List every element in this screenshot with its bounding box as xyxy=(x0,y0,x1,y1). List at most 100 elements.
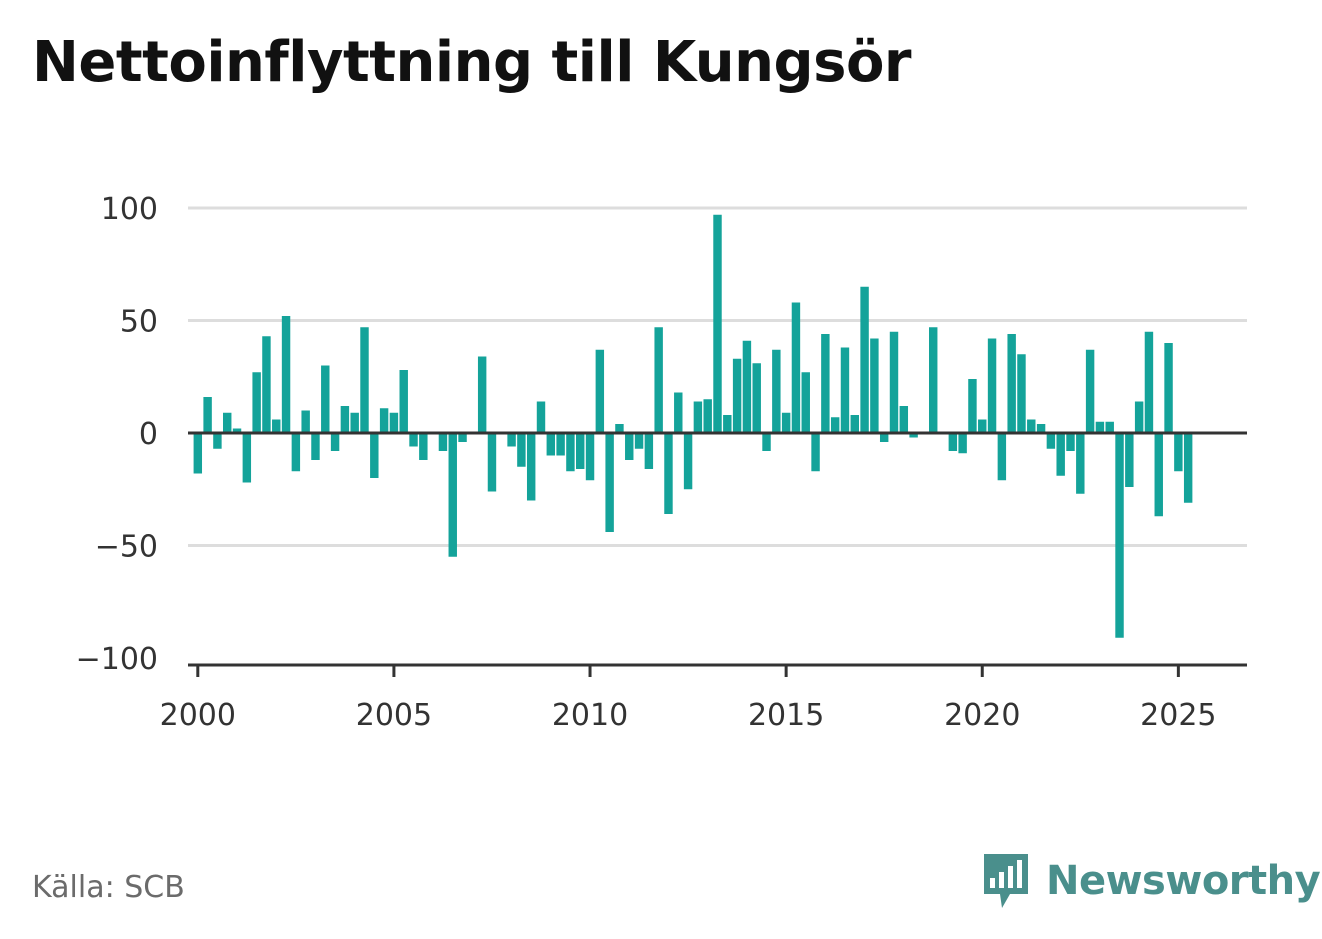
bar xyxy=(458,433,467,442)
bar xyxy=(997,433,1007,481)
x-tick-label: 2020 xyxy=(944,698,1020,733)
y-tick-label: −100 xyxy=(76,642,158,677)
bar xyxy=(634,433,644,449)
bar xyxy=(576,433,585,469)
y-tick-labels: 100 50 0 −50 −100 xyxy=(76,192,158,677)
bar xyxy=(232,428,242,433)
bar xyxy=(223,412,232,433)
bar xyxy=(713,214,722,433)
y-tick-label: 50 xyxy=(120,305,158,340)
bar xyxy=(752,363,761,433)
bar xyxy=(595,349,605,433)
bar xyxy=(605,433,614,532)
bar xyxy=(379,408,389,433)
bar xyxy=(703,399,712,433)
bar xyxy=(850,415,859,433)
bar xyxy=(615,424,624,433)
bar xyxy=(321,365,330,433)
bar xyxy=(840,347,850,433)
bar xyxy=(625,433,634,460)
bar xyxy=(1056,433,1065,476)
bar xyxy=(929,327,938,433)
bar xyxy=(262,336,271,433)
bar xyxy=(683,433,693,490)
bar xyxy=(311,433,320,460)
bar xyxy=(742,340,752,433)
source-label: Källa: SCB xyxy=(32,870,185,905)
bar xyxy=(419,433,428,460)
bar xyxy=(948,433,958,451)
bar xyxy=(1066,433,1075,451)
bar xyxy=(1164,343,1173,433)
bar xyxy=(350,412,359,433)
bar xyxy=(585,433,595,481)
bar xyxy=(566,433,575,472)
bar xyxy=(370,433,379,478)
bar xyxy=(968,379,977,433)
bar xyxy=(1115,433,1124,638)
bar xyxy=(654,327,663,433)
x-tick-labels: 2000 2005 2010 2015 2020 2025 xyxy=(160,698,1217,733)
bar xyxy=(1017,354,1026,433)
bar xyxy=(889,331,899,433)
bar xyxy=(958,433,967,454)
bar xyxy=(526,433,536,501)
bar xyxy=(546,433,556,456)
bar xyxy=(1134,401,1144,433)
bar xyxy=(477,356,487,433)
bar xyxy=(409,433,418,447)
x-tick-label: 2010 xyxy=(552,698,628,733)
bar xyxy=(1076,433,1085,494)
bar xyxy=(860,286,869,433)
bar xyxy=(1105,421,1114,433)
bar xyxy=(1174,433,1183,472)
bar xyxy=(399,370,408,433)
axes xyxy=(188,431,1247,677)
bar xyxy=(1036,424,1046,433)
bar xyxy=(801,372,810,433)
bar xyxy=(781,412,791,433)
bar xyxy=(693,401,703,433)
x-tick-label: 2005 xyxy=(356,698,432,733)
bar xyxy=(213,433,222,449)
x-tick-label: 2015 xyxy=(748,698,824,733)
y-tick-label: 0 xyxy=(139,417,158,452)
brand-logo: Newsworthy xyxy=(980,850,1321,912)
bar xyxy=(242,433,252,483)
bar xyxy=(762,433,771,451)
bar xyxy=(203,397,212,433)
bar xyxy=(252,372,261,433)
bar xyxy=(330,433,340,451)
bar xyxy=(1144,331,1154,433)
bar xyxy=(556,433,565,456)
bar xyxy=(772,349,781,433)
bar xyxy=(1085,349,1095,433)
y-tick-label: 100 xyxy=(101,192,158,227)
bar xyxy=(987,338,997,433)
bar xyxy=(664,433,673,514)
bar xyxy=(1027,419,1036,433)
bar xyxy=(448,433,457,557)
bar xyxy=(1095,421,1105,433)
bar xyxy=(438,433,448,451)
bar xyxy=(340,406,350,433)
newsworthy-logo-icon xyxy=(984,854,1028,908)
bar xyxy=(830,417,840,433)
bar xyxy=(1154,433,1163,517)
bar xyxy=(879,433,889,442)
bar xyxy=(1007,334,1016,433)
x-tick-label: 2000 xyxy=(160,698,236,733)
bar xyxy=(899,406,909,433)
bar xyxy=(507,433,516,447)
bar xyxy=(360,327,369,433)
bar xyxy=(281,316,291,433)
bar xyxy=(193,433,203,474)
bar xyxy=(821,334,830,433)
bar xyxy=(870,338,879,433)
chart-title: Nettoinflyttning till Kungsör xyxy=(32,30,912,95)
bar xyxy=(517,433,526,467)
bar xyxy=(1125,433,1134,487)
bar xyxy=(909,433,918,438)
bar xyxy=(674,392,683,433)
